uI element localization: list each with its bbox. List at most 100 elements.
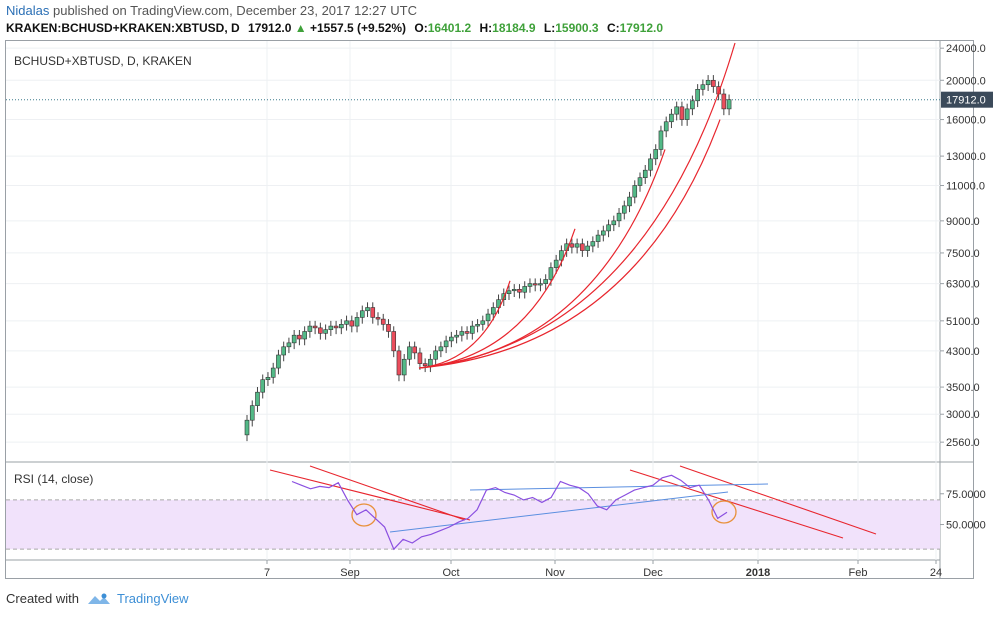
candle-body <box>616 212 622 222</box>
symbol-header: KRAKEN:BCHUSD+KRAKEN:XBTUSD, D 17912.0 ▲… <box>6 21 663 35</box>
candle-body <box>548 267 554 280</box>
candle-body <box>543 279 548 284</box>
growth-arc <box>418 119 721 369</box>
candle-body <box>286 342 292 348</box>
growth-arc <box>418 280 511 369</box>
candle-body <box>695 89 700 102</box>
published-text: published on TradingView.com, December 2… <box>52 3 417 18</box>
chart-title: BCHUSD+XBTUSD, D, KRAKEN <box>14 54 192 68</box>
candle-body <box>375 317 381 320</box>
close-value: 17912.0 <box>619 21 664 35</box>
tradingview-link[interactable]: TradingView <box>116 591 189 606</box>
last-price: 17912.0 <box>248 21 292 35</box>
author-link[interactable]: Nidalas <box>6 3 50 18</box>
candle-body <box>658 130 664 150</box>
rsi-downtrend-line <box>309 465 466 521</box>
open-value: 16401.2 <box>427 21 472 35</box>
candle-body <box>470 325 475 334</box>
high-value: 18184.9 <box>492 21 536 35</box>
candle-body <box>412 346 417 354</box>
created-with-text: Created with <box>6 591 79 606</box>
candle-body <box>359 310 365 318</box>
time-tick-label: 24 <box>930 567 942 579</box>
candle-body <box>632 185 638 198</box>
last-price-tag-label: 17912.0 <box>946 95 986 107</box>
candle-body <box>637 177 643 186</box>
rsi-uptrend-line <box>469 483 769 491</box>
rsi-tick-label: 50.0000 <box>946 520 986 532</box>
rsi-downtrend-line <box>269 469 471 521</box>
growth-arcs <box>418 42 736 369</box>
candle-body <box>244 419 250 436</box>
rsi-axis: 75.0000 50.0000 <box>940 489 986 532</box>
candle-body <box>517 289 522 293</box>
candle-body <box>380 318 386 325</box>
time-axis: 7 Sep Oct Nov Dec 2018 Feb 24 <box>264 560 942 579</box>
candle-body <box>674 106 679 115</box>
candle-body <box>485 313 491 322</box>
symbol-label: KRAKEN:BCHUSD+KRAKEN:XBTUSD, D <box>6 21 240 35</box>
rsi-title: RSI (14, close) <box>14 472 93 486</box>
candle-body <box>496 299 501 308</box>
candle-body <box>354 317 360 327</box>
low-value: 15900.3 <box>555 21 599 35</box>
candle-body <box>370 307 376 318</box>
open-label: O: <box>414 21 428 35</box>
candle-body <box>323 329 328 334</box>
candle-body <box>302 331 307 340</box>
candle-body <box>721 93 727 110</box>
price-tick-label: 20000.0 <box>946 75 986 87</box>
price-tick-label: 7500.0 <box>946 248 980 260</box>
rsi-line <box>291 474 728 551</box>
growth-arc <box>418 42 736 369</box>
candle-body <box>705 79 711 86</box>
time-tick-label: 7 <box>264 567 270 579</box>
rsi-series-line <box>291 474 728 551</box>
candle-body <box>449 336 454 342</box>
price-axis: 24000.0 20000.0 16000.0 13000.0 11000.0 9000.… <box>940 43 993 449</box>
candle-body <box>684 108 690 120</box>
candle-body <box>401 358 407 376</box>
candle-body <box>328 325 334 330</box>
candle-body <box>663 121 669 132</box>
candle-body <box>527 283 533 287</box>
candle-body <box>595 234 601 242</box>
candle-body <box>249 405 255 421</box>
candle-body <box>438 346 444 352</box>
price-tick-label: 16000.0 <box>946 115 986 127</box>
candle-body <box>391 331 397 352</box>
candle-body <box>459 331 465 336</box>
rsi-uptrend-line <box>389 491 729 533</box>
candle-body <box>653 149 659 160</box>
candle-body <box>312 325 318 329</box>
time-tick-label: Nov <box>545 567 565 579</box>
rsi-tick-label: 75.0000 <box>946 489 986 501</box>
publish-header: Nidalas published on TradingView.com, De… <box>6 3 417 18</box>
candle-body <box>611 220 617 226</box>
time-tick-label: Sep <box>340 567 360 579</box>
candle-body <box>464 331 470 334</box>
candle-body <box>590 241 596 247</box>
candle-body <box>642 169 648 178</box>
candle-body <box>276 354 281 369</box>
candle-body <box>559 250 564 261</box>
change-value: +1557.5 (+9.52%) <box>309 21 407 35</box>
time-tick-label: 2018 <box>746 567 770 579</box>
candle-body <box>490 307 496 315</box>
rsi-highlight-circle <box>351 503 377 527</box>
candle-body <box>475 324 480 327</box>
candle-body <box>333 325 339 329</box>
low-label: L: <box>543 21 556 35</box>
candle-body <box>580 243 585 251</box>
candle-body <box>506 290 512 294</box>
candle-body <box>297 334 302 340</box>
time-tick-label: Feb <box>849 567 868 579</box>
rsi-highlight-circle <box>711 500 737 524</box>
candle-body <box>648 158 653 171</box>
candle-body <box>349 320 355 327</box>
candle-body <box>690 100 695 110</box>
rsi-band <box>6 499 940 550</box>
candle-body <box>511 289 517 292</box>
chart-frame <box>5 40 974 579</box>
